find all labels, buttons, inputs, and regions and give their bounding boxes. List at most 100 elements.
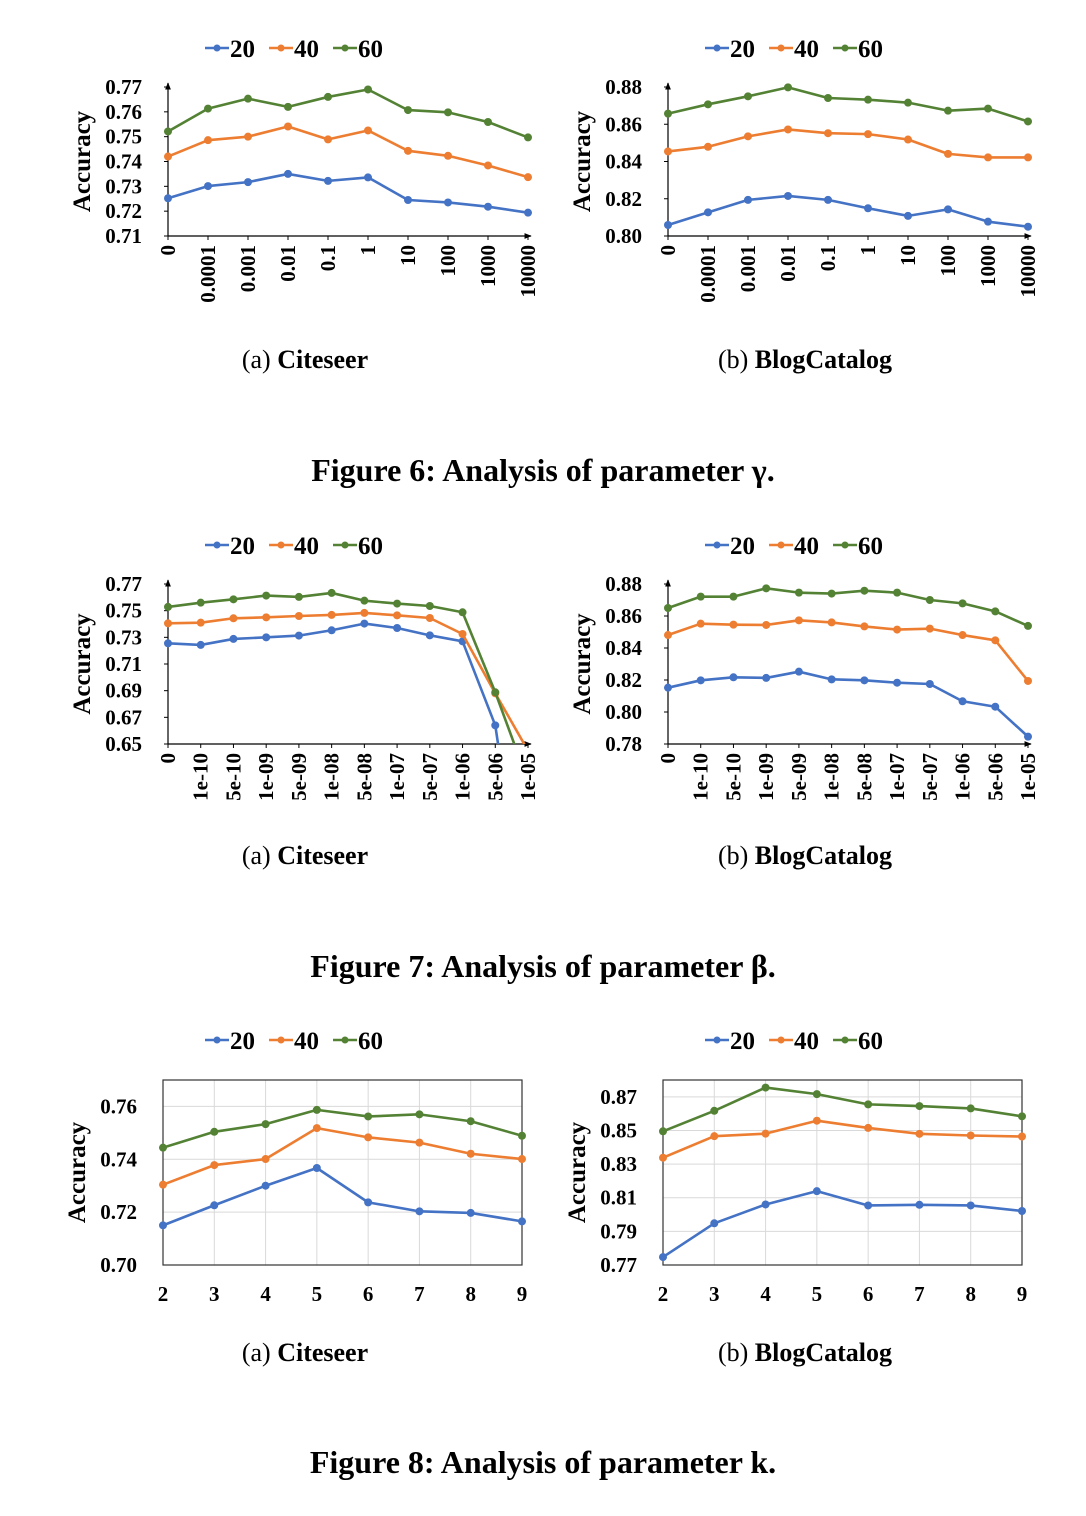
y-tick-label: 0.65: [105, 732, 142, 756]
data-point-40: [904, 135, 912, 144]
data-point-40: [284, 122, 292, 131]
legend-label-20: 20: [230, 533, 255, 560]
data-point-60: [491, 688, 500, 697]
legend-label-20: 20: [730, 533, 755, 560]
x-tick-label: 100: [936, 245, 960, 277]
data-point-20: [1024, 732, 1032, 741]
x-tick-label: 1e-08: [320, 753, 344, 801]
data-point-60: [827, 589, 836, 598]
data-point-60: [284, 102, 292, 111]
data-point-20: [761, 1200, 770, 1209]
data-point-40: [261, 1155, 270, 1164]
charts: 0.710.720.730.740.750.760.770 0.0001 0.001…: [64, 36, 1040, 1367]
data-point-20: [762, 673, 771, 682]
data-point-60: [1018, 1112, 1026, 1121]
data-point-40: [915, 1129, 924, 1138]
data-point-40: [893, 625, 902, 634]
subfigure-caption: (a) Citeseer: [242, 1338, 368, 1367]
x-tick-label: 1e-10: [689, 753, 713, 801]
data-point-60: [196, 598, 205, 607]
x-tick-label: 1e-08: [820, 753, 844, 801]
data-point-20: [364, 173, 372, 182]
data-point-60: [261, 1120, 270, 1129]
data-point-40: [404, 146, 412, 155]
chart-2: 0.80 0.82 0.84 0.86 0.88 0 0.0001 0.001 0.01 0.1 1…: [569, 36, 1040, 374]
data-point-60: [824, 93, 832, 102]
y-tick-label: 0.77: [105, 572, 142, 596]
y-tick-label: 0.70: [100, 1253, 137, 1277]
x-tick-label: 5e-09: [287, 753, 311, 801]
data-point-20: [1024, 222, 1032, 231]
legend-swatch-marker-40: [277, 44, 285, 52]
data-point-20: [491, 721, 500, 730]
data-point-40: [729, 620, 738, 629]
subfigure-title: Citeseer: [277, 841, 368, 870]
series-line-40: [167, 611, 526, 744]
data-point-40: [415, 1138, 424, 1147]
series-line-20: [662, 1189, 1023, 1259]
figure-8-caption: Figure 8: Analysis of parameter k.: [310, 1444, 776, 1480]
y-tick-label: 0.72: [100, 1200, 137, 1224]
y-tick-label: 0.71: [105, 224, 142, 248]
legend-swatch-marker-60: [341, 1036, 349, 1044]
data-point-20: [294, 631, 303, 640]
x-tick-label: 1e-10: [189, 753, 213, 801]
chart-6: 0.77 0.79 0.81 0.83 0.85 0.87 2 3 4 5 6 7 8 9 Accuracy…: [564, 1028, 1027, 1367]
x-tick-label: 0.01: [276, 245, 300, 282]
y-tick-label: 0.80: [605, 224, 642, 248]
x-tick-label: 1e-06: [951, 753, 975, 801]
data-point-60: [404, 106, 412, 115]
data-point-60: [364, 85, 372, 94]
subfigure-title: BlogCatalog: [755, 345, 892, 374]
data-point-20: [864, 204, 872, 213]
series-line-40: [667, 619, 1030, 682]
legend-swatch-marker-60: [841, 44, 849, 52]
data-point-40: [824, 129, 832, 138]
data-point-20: [984, 217, 992, 226]
x-tick-label: 0.1: [816, 245, 840, 271]
data-point-40: [244, 132, 252, 141]
x-tick-label: 1e-07: [885, 753, 909, 801]
data-point-40: [864, 1123, 873, 1132]
data-point-60: [696, 592, 705, 601]
data-point-60: [729, 592, 738, 601]
legend-swatch-marker-20: [213, 44, 221, 52]
data-point-60: [944, 106, 952, 115]
subfigure-title: Citeseer: [277, 345, 368, 374]
x-tick-label: 10000: [516, 245, 540, 298]
data-point-20: [204, 182, 212, 191]
legend-label-20: 20: [230, 1028, 255, 1055]
y-tick-label: 0.86: [605, 604, 642, 628]
x-tick-label: 1e-09: [754, 753, 778, 801]
data-point-40: [1024, 153, 1032, 162]
y-tick-label: 0.87: [600, 1085, 637, 1109]
figure-6-caption: Figure 6: Analysis of parameter γ.: [311, 452, 775, 488]
series-group: [664, 83, 1032, 231]
data-point-60: [812, 1090, 821, 1099]
data-point-20: [244, 178, 252, 187]
x-tick-label: 8: [965, 1282, 976, 1306]
data-point-60: [312, 1105, 321, 1114]
series-group: [664, 584, 1032, 741]
legend-label-40: 40: [294, 36, 319, 63]
data-point-40: [327, 610, 336, 619]
x-tick-label: 1: [856, 245, 880, 256]
y-axis-label: Accuracy: [69, 110, 96, 212]
data-point-40: [696, 619, 705, 628]
y-tick-label: 0.77: [105, 75, 142, 99]
x-tick-label: 1e-06: [451, 753, 475, 801]
series-line-60: [167, 591, 516, 744]
data-point-20: [904, 211, 912, 220]
data-point-40: [393, 611, 402, 620]
data-point-20: [824, 195, 832, 204]
series-line-20: [167, 172, 529, 214]
data-point-20: [210, 1201, 219, 1210]
data-point-40: [164, 152, 172, 161]
y-axis-label: Accuracy: [569, 110, 596, 212]
legend-swatch-marker-20: [713, 1036, 721, 1044]
data-point-20: [164, 194, 172, 203]
y-tick-label: 0.72: [105, 199, 142, 223]
x-tick-label: 5e-08: [352, 753, 376, 801]
y-tick-label: 0.75: [105, 599, 142, 623]
data-point-60: [415, 1110, 424, 1119]
